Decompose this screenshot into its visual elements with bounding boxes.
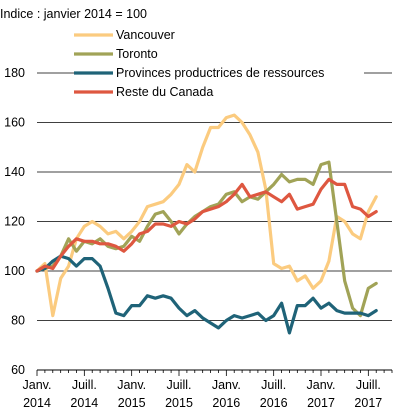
y-tick-label: 80 bbox=[11, 314, 25, 328]
x-tick-label-year: 2014 bbox=[70, 396, 98, 410]
y-tick-label: 160 bbox=[4, 116, 25, 130]
legend-label: Provinces productrices de ressources bbox=[116, 66, 324, 80]
x-tick-label-month: Juill. bbox=[356, 378, 381, 392]
x-tick-label-year: 2015 bbox=[118, 396, 146, 410]
series-line-reste-du-canada bbox=[35, 177, 378, 273]
series-lines bbox=[35, 113, 378, 335]
x-tick-label-month: Juill. bbox=[166, 378, 191, 392]
y-tick-label: 140 bbox=[4, 165, 25, 179]
x-tick-label-month: Janv. bbox=[23, 378, 52, 392]
x-tick-label-year: 2014 bbox=[23, 396, 51, 410]
series-line-provinces-productrices-de-ressources bbox=[35, 254, 378, 335]
x-tick-label-year: 2017 bbox=[354, 396, 382, 410]
series-line-vancouver bbox=[35, 113, 378, 318]
gridlines bbox=[37, 72, 392, 321]
x-tick-label-month: Juill. bbox=[72, 378, 97, 392]
y-axis-ticks: 60 80 100 120 140 160 180 bbox=[4, 66, 25, 377]
legend-backdrop bbox=[74, 66, 364, 81]
x-tick-label-year: 2015 bbox=[165, 396, 193, 410]
x-tick-label-year: 2016 bbox=[212, 396, 240, 410]
legend-backdrop bbox=[74, 47, 364, 62]
x-tick-label-year: 2017 bbox=[307, 396, 335, 410]
y-axis-index-label: Indice : janvier 2014 = 100 bbox=[0, 7, 147, 21]
y-tick-label: 60 bbox=[11, 363, 25, 377]
legend: Vancouver Toronto Provinces productrices d… bbox=[74, 28, 364, 100]
x-tick-label-month: Janv. bbox=[117, 378, 146, 392]
y-tick-label: 120 bbox=[4, 215, 25, 229]
x-axis: Janv. 2014 Juill. 2014 Janv. 2015 Juill. 2015 Ja… bbox=[23, 369, 393, 410]
legend-backdrop bbox=[74, 28, 364, 43]
x-tick-label-year: 2016 bbox=[260, 396, 288, 410]
legend-label: Reste du Canada bbox=[116, 85, 213, 99]
legend-label: Toronto bbox=[116, 47, 158, 61]
x-tick-label-month: Janv. bbox=[212, 378, 241, 392]
x-tick-label-month: Juill. bbox=[261, 378, 286, 392]
legend-backdrop bbox=[74, 85, 364, 100]
y-tick-label: 180 bbox=[4, 66, 25, 80]
y-tick-label: 100 bbox=[4, 264, 25, 278]
x-tick-label-month: Janv. bbox=[307, 378, 336, 392]
legend-label: Vancouver bbox=[116, 28, 175, 42]
